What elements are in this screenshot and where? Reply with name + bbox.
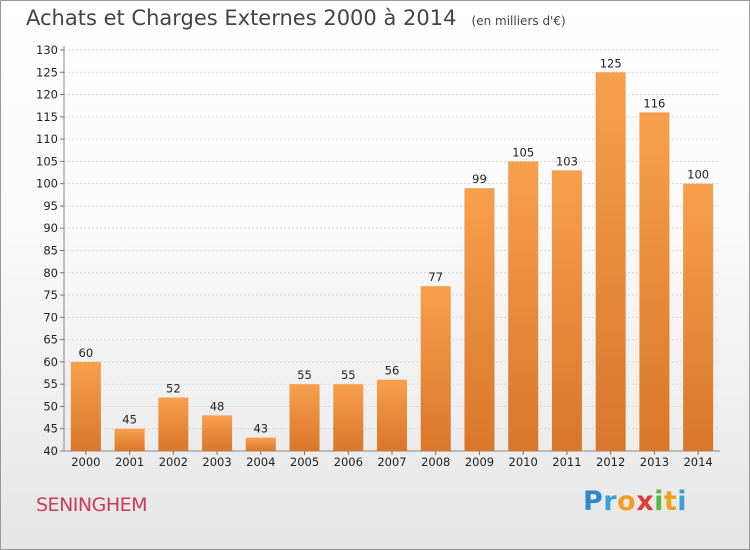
y-tick-labels: 40 45 50 55 60 65 70 75 80 85 90 95 100 105 110 115 120 1… xyxy=(36,43,64,458)
bar-2014 xyxy=(683,183,714,451)
brand-letter: i xyxy=(654,486,664,517)
y-tick-label: 45 xyxy=(43,422,58,436)
brand-logo: Proxiti xyxy=(583,486,687,517)
data-label-2010: 105 xyxy=(512,145,534,159)
bar-2007 xyxy=(377,379,407,451)
data-label-2002: 52 xyxy=(166,382,181,396)
data-label-2003: 48 xyxy=(210,399,225,413)
x-tick-label-2008: 2008 xyxy=(421,455,450,469)
title-row: Achats et Charges Externes 2000 à 2014 (… xyxy=(26,6,566,30)
data-label-2000: 60 xyxy=(79,346,94,360)
x-tick-label-2014: 2014 xyxy=(683,455,712,469)
bar-2011 xyxy=(551,170,582,452)
data-label-2007: 56 xyxy=(385,364,400,378)
y-tick-label: 90 xyxy=(43,221,58,235)
y-tick-label: 120 xyxy=(36,88,58,102)
x-tick-label-2000: 2000 xyxy=(71,455,100,469)
brand-letter: P xyxy=(583,486,604,517)
x-tick-label-2004: 2004 xyxy=(246,455,275,469)
x-tick-label-2003: 2003 xyxy=(202,455,231,469)
y-tick-label: 50 xyxy=(43,399,58,413)
data-labels: 60 45 52 48 43 55 55 56 77 99 105 103 125 116 100 xyxy=(79,56,710,435)
y-tick-label: 55 xyxy=(43,377,58,391)
data-label-2005: 55 xyxy=(297,368,312,382)
y-tick-label: 80 xyxy=(43,266,58,280)
x-tick-label-2005: 2005 xyxy=(290,455,319,469)
bar-2000 xyxy=(70,361,101,451)
place-name: SENINGHEM xyxy=(36,494,148,516)
bar-2013 xyxy=(639,112,670,451)
brand-letter: r xyxy=(603,486,618,517)
bar-2008 xyxy=(420,286,451,451)
brand-letter: x xyxy=(636,486,655,517)
x-tick-labels: 2000 2001 2002 2003 2004 2005 2006 2007 2008 2009… xyxy=(71,451,713,469)
x-tick-label-2010: 2010 xyxy=(509,455,538,469)
y-tick-label: 40 xyxy=(43,444,58,458)
y-tick-label: 125 xyxy=(36,65,58,79)
x-tick-label-2002: 2002 xyxy=(159,455,188,469)
x-tick-label-2001: 2001 xyxy=(115,455,144,469)
chart-subtitle: (en milliers d'€) xyxy=(471,14,566,28)
bar-2001 xyxy=(114,428,145,451)
brand-letter: t xyxy=(663,486,678,517)
y-tick-label: 85 xyxy=(43,244,58,258)
y-tick-label: 100 xyxy=(36,177,58,191)
data-label-2001: 45 xyxy=(122,413,137,427)
bar-2010 xyxy=(508,161,539,451)
bar-2012 xyxy=(595,72,626,452)
bar-2004 xyxy=(245,437,276,451)
data-label-2006: 55 xyxy=(341,368,356,382)
data-label-2013: 116 xyxy=(643,96,665,110)
bar-2006 xyxy=(333,384,364,451)
x-tick-label-2007: 2007 xyxy=(377,455,406,469)
bar-2002 xyxy=(158,397,189,451)
y-tick-label: 65 xyxy=(43,333,58,347)
brand-letter: o xyxy=(617,486,637,517)
y-tick-label: 115 xyxy=(36,110,58,124)
data-label-2011: 103 xyxy=(556,154,578,168)
y-tick-label: 70 xyxy=(43,310,58,324)
x-tick-label-2006: 2006 xyxy=(334,455,363,469)
chart-title: Achats et Charges Externes 2000 à 2014 xyxy=(26,6,457,30)
data-label-2004: 43 xyxy=(253,422,268,436)
y-tick-label: 105 xyxy=(36,154,58,168)
x-tick-label-2009: 2009 xyxy=(465,455,494,469)
x-tick-label-2012: 2012 xyxy=(596,455,625,469)
y-tick-label: 95 xyxy=(43,199,58,213)
data-label-2009: 99 xyxy=(472,172,487,186)
brand-letter: i xyxy=(677,486,688,517)
data-label-2014: 100 xyxy=(687,168,709,182)
bar-2005 xyxy=(289,384,320,451)
x-tick-label-2011: 2011 xyxy=(552,455,581,469)
bar-2003 xyxy=(202,415,233,451)
y-tick-label: 110 xyxy=(36,132,58,146)
x-tick-label-2013: 2013 xyxy=(640,455,669,469)
y-tick-label: 130 xyxy=(36,43,58,57)
y-tick-label: 60 xyxy=(43,355,58,369)
data-label-2008: 77 xyxy=(428,270,443,284)
data-label-2012: 125 xyxy=(600,56,622,70)
bars xyxy=(70,72,714,452)
bar-2009 xyxy=(464,188,495,451)
y-tick-label: 75 xyxy=(43,288,58,302)
